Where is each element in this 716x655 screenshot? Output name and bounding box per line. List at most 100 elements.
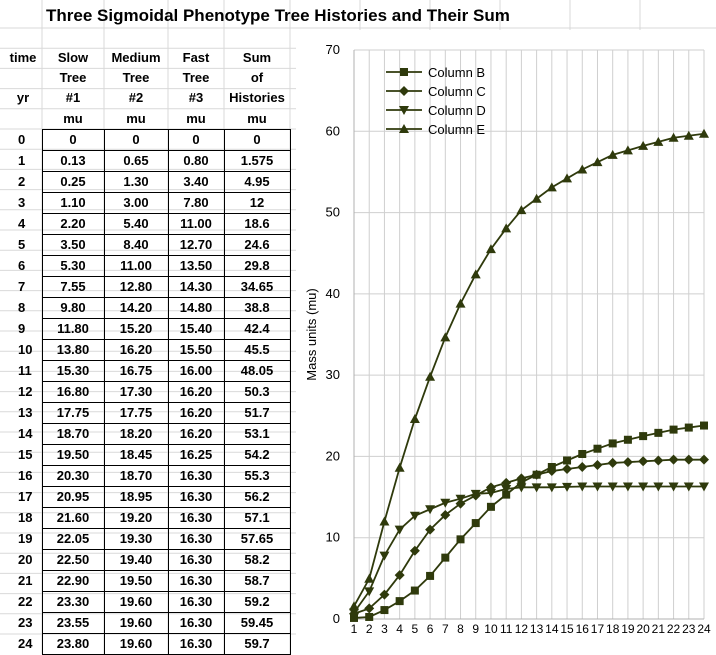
table-cell: 16.20 xyxy=(167,423,224,445)
data-point xyxy=(607,457,618,468)
data-point xyxy=(485,489,496,499)
table-header-cell: time xyxy=(9,50,37,66)
table-cell: 16 xyxy=(18,467,33,483)
table-cell: 16.00 xyxy=(167,360,224,382)
data-point xyxy=(577,461,588,472)
data-point xyxy=(531,483,542,493)
series-line xyxy=(353,424,705,619)
table-cell: 16.30 xyxy=(167,549,224,571)
table-cell: 0 xyxy=(223,128,291,151)
data-point xyxy=(485,244,496,254)
data-point xyxy=(578,449,587,458)
data-point xyxy=(410,586,419,595)
table-cell: 22 xyxy=(18,593,33,609)
table-cell: 12.80 xyxy=(103,276,168,298)
data-point xyxy=(699,128,709,138)
x-tick-label: 9 xyxy=(472,622,479,636)
table-cell: 20.95 xyxy=(41,486,104,508)
table-cell: 9.80 xyxy=(41,297,104,319)
table-cell: 16.30 xyxy=(167,486,224,508)
table-cell: 15.40 xyxy=(167,318,224,340)
table-cell: 59.2 xyxy=(223,591,291,613)
table-header-cell: Histories xyxy=(229,90,285,106)
data-point xyxy=(486,502,495,511)
table-cell: 58.2 xyxy=(223,549,291,571)
data-point xyxy=(365,612,374,621)
table-cell: 12 xyxy=(223,192,291,214)
data-point xyxy=(638,482,649,492)
table-header-cell: mu xyxy=(126,110,146,126)
table-header-cell: mu xyxy=(247,110,267,126)
table-cell: 57.1 xyxy=(223,507,291,529)
y-tick-label: 50 xyxy=(326,205,340,220)
table-cell: 14.80 xyxy=(167,297,224,319)
data-point xyxy=(638,140,649,150)
table-cell: 3.40 xyxy=(167,171,224,193)
data-point xyxy=(592,482,603,492)
data-point xyxy=(669,425,678,434)
table-row: 1 0.13 0.65 0.80 1.575 xyxy=(4,150,291,172)
legend-label: Column B xyxy=(428,65,485,80)
data-point xyxy=(516,483,527,493)
table-cell: 38.8 xyxy=(223,297,291,319)
x-tick-label: 13 xyxy=(530,622,544,636)
data-point xyxy=(470,269,481,279)
table-header-cell: mu xyxy=(186,110,206,126)
table-cell: 21 xyxy=(18,572,33,588)
data-point xyxy=(409,511,420,521)
data-point xyxy=(364,603,375,614)
table-cell: 19.20 xyxy=(103,507,168,529)
table-cell: 7 xyxy=(18,278,26,294)
table-header-cell: #2 xyxy=(128,90,144,106)
table-cell: 2 xyxy=(18,173,26,189)
table-row: 17 20.95 18.95 16.30 56.2 xyxy=(4,486,291,508)
table-cell: 24.6 xyxy=(223,234,291,256)
data-point xyxy=(623,435,632,444)
table-cell: 0.13 xyxy=(41,150,104,172)
data-point xyxy=(653,136,664,146)
table-header-cell xyxy=(4,68,42,88)
data-point xyxy=(683,130,694,140)
data-point xyxy=(349,608,359,618)
data-point xyxy=(699,482,709,492)
table-cell: 0.65 xyxy=(103,150,168,172)
table-header-row: time Slow Medium Fast Sum xyxy=(4,48,290,68)
table-cell: 13 xyxy=(18,404,33,420)
table-cell: 59.7 xyxy=(223,633,291,655)
table-cell: 20 xyxy=(18,551,33,567)
y-axis-label: Mass units (mu) xyxy=(304,288,319,380)
data-point xyxy=(699,454,709,465)
data-point xyxy=(668,454,679,465)
table-cell: 2.20 xyxy=(41,213,104,235)
table-cell: 10 xyxy=(18,341,33,357)
data-point xyxy=(516,473,527,484)
table-cell: 0.80 xyxy=(167,150,224,172)
data-point xyxy=(455,298,466,308)
table-cell: 54.2 xyxy=(223,444,291,466)
table-cell: 18.20 xyxy=(103,423,168,445)
data-point xyxy=(684,423,693,432)
x-tick-label: 21 xyxy=(652,622,666,636)
table-cell: 19.50 xyxy=(103,570,168,592)
table-row: 20 22.50 19.40 16.30 58.2 xyxy=(4,549,291,571)
data-point xyxy=(654,428,663,437)
data-point xyxy=(441,553,450,562)
table-cell: 4.95 xyxy=(223,171,291,193)
table-cell: 0 xyxy=(41,128,104,151)
table-cell: 5.30 xyxy=(41,255,104,277)
data-point xyxy=(379,589,390,600)
table-cell: 3.00 xyxy=(103,192,168,214)
table-cell: 22.05 xyxy=(41,528,104,550)
table-cell: 5.40 xyxy=(103,213,168,235)
table-cell: 12.70 xyxy=(167,234,224,256)
data-point xyxy=(546,483,557,493)
table-header-cell: Slow xyxy=(57,50,89,66)
table-cell: 17.75 xyxy=(103,402,168,424)
data-point xyxy=(425,524,436,535)
table-cell: 16.30 xyxy=(167,465,224,487)
table-cell: 19.50 xyxy=(41,444,104,466)
table-header-cell: Fast xyxy=(182,50,210,66)
table-cell: 23.80 xyxy=(41,633,104,655)
table-row: 3 1.10 3.00 7.80 12 xyxy=(4,192,291,214)
